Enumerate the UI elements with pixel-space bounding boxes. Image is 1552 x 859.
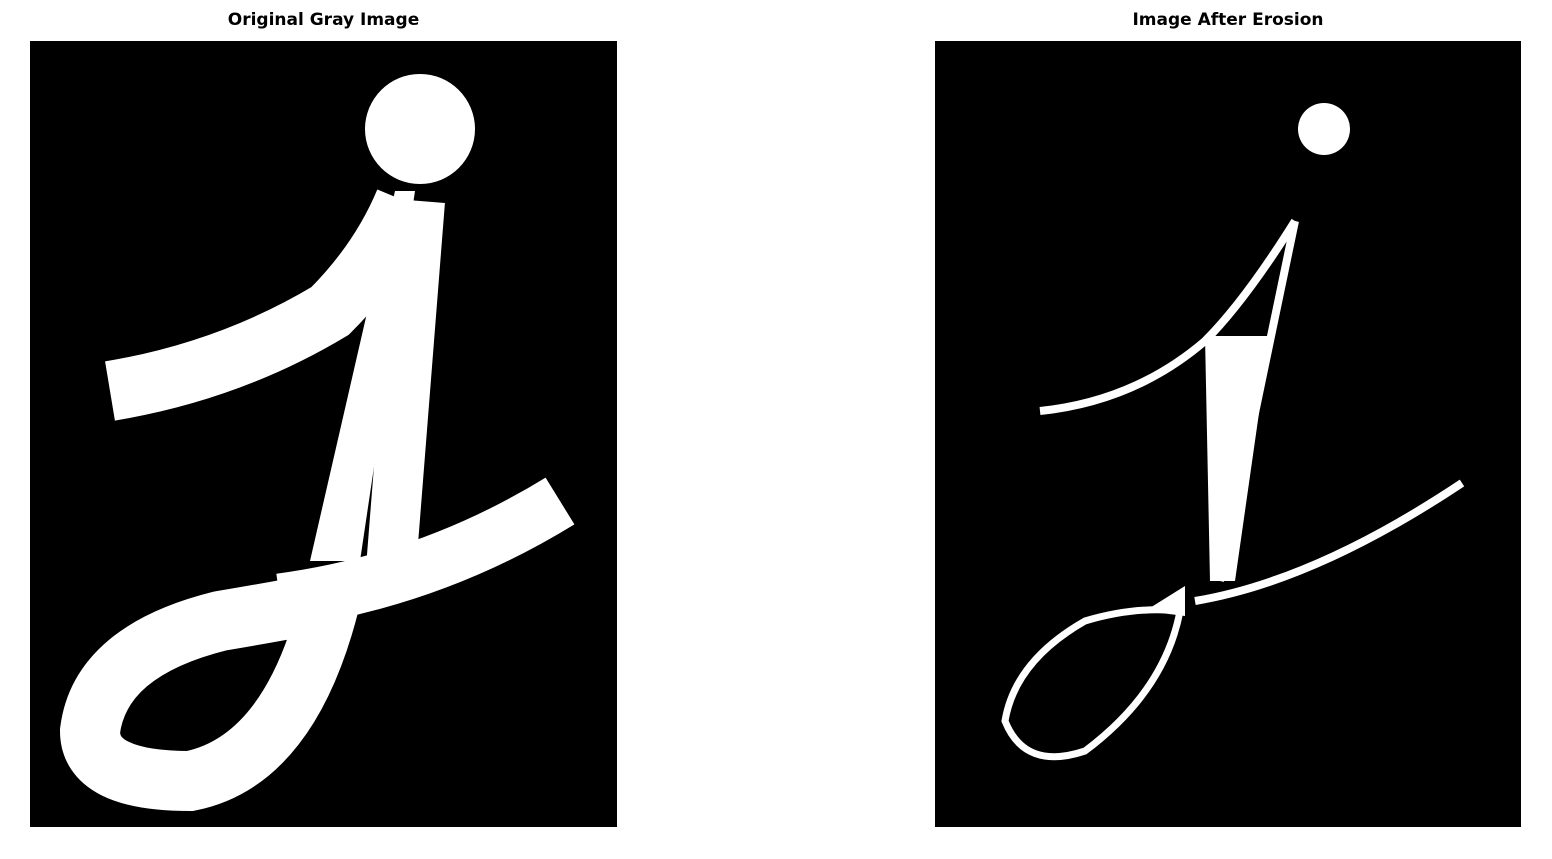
panel-title-original: Original Gray Image (227, 10, 420, 30)
original-image (30, 41, 617, 827)
panel-original: Original Gray Image (30, 0, 617, 859)
panel-eroded: Image After Erosion (935, 0, 1521, 859)
eroded-letter-j (935, 41, 1521, 827)
eroded-image (935, 41, 1521, 827)
original-letter-j (30, 41, 617, 827)
panel-title-eroded: Image After Erosion (1132, 10, 1324, 30)
